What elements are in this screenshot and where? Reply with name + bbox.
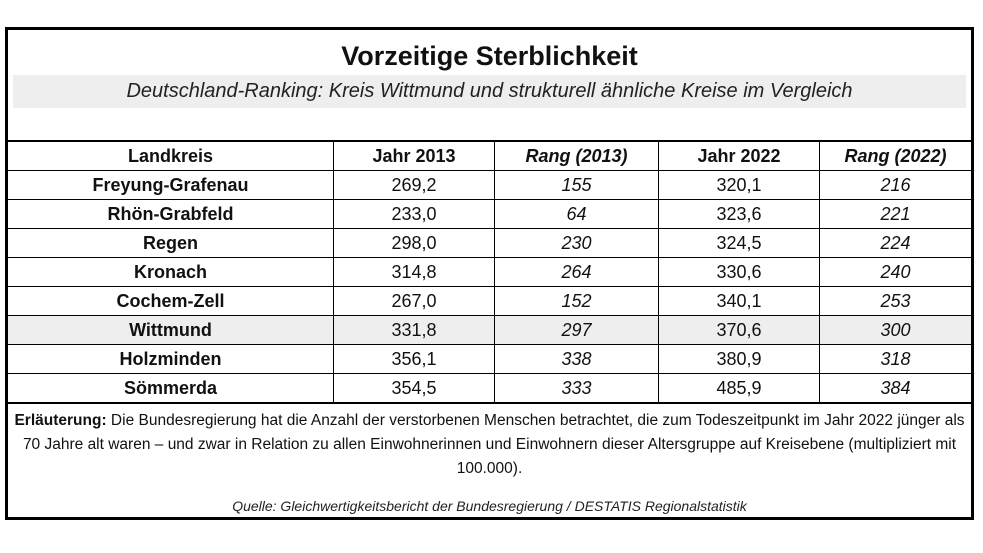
cell-jahr-2013: 314,8 bbox=[333, 257, 495, 287]
cell-jahr-2013: 354,5 bbox=[333, 373, 495, 404]
cell-jahr-2022: 340,1 bbox=[658, 286, 820, 316]
table-row-highlighted: Wittmund 331,8 297 370,6 300 bbox=[8, 315, 971, 345]
table-row: Freyung-Grafenau 269,2 155 320,1 216 bbox=[8, 170, 971, 200]
cell-landkreis: Sömmerda bbox=[8, 373, 334, 404]
subtitle: Deutschland-Ranking: Kreis Wittmund und … bbox=[13, 75, 966, 108]
cell-jahr-2022: 323,6 bbox=[658, 199, 820, 229]
cell-landkreis: Kronach bbox=[8, 257, 334, 287]
header-row: Landkreis Jahr 2013 Rang (2013) Jahr 202… bbox=[8, 142, 971, 171]
cell-landkreis: Regen bbox=[8, 228, 334, 258]
cell-rang-2022: 224 bbox=[819, 228, 971, 258]
cell-rang-2013: 297 bbox=[494, 315, 659, 345]
cell-rang-2013: 338 bbox=[494, 344, 659, 374]
table-row: Holzminden 356,1 338 380,9 318 bbox=[8, 344, 971, 374]
cell-rang-2013: 155 bbox=[494, 170, 659, 200]
note-text: Die Bundesregierung hat die Anzahl der v… bbox=[22, 412, 965, 477]
explanation-note: Erläuterung: Die Bundesregierung hat die… bbox=[14, 409, 965, 481]
cell-jahr-2022: 324,5 bbox=[658, 228, 820, 258]
column-header-jahr-2013: Jahr 2013 bbox=[333, 142, 495, 171]
cell-rang-2013: 230 bbox=[494, 228, 659, 258]
cell-rang-2013: 333 bbox=[494, 373, 659, 404]
cell-rang-2022: 221 bbox=[819, 199, 971, 229]
cell-landkreis: Wittmund bbox=[8, 315, 334, 345]
column-header-rang-2013: Rang (2013) bbox=[494, 142, 659, 171]
table-row: Regen 298,0 230 324,5 224 bbox=[8, 228, 971, 258]
cell-jahr-2022: 320,1 bbox=[658, 170, 820, 200]
cell-jahr-2013: 356,1 bbox=[333, 344, 495, 374]
cell-jahr-2013: 298,0 bbox=[333, 228, 495, 258]
cell-jahr-2022: 380,9 bbox=[658, 344, 820, 374]
cell-rang-2022: 253 bbox=[819, 286, 971, 316]
cell-rang-2013: 64 bbox=[494, 199, 659, 229]
cell-landkreis: Cochem-Zell bbox=[8, 286, 334, 316]
source-line: Quelle: Gleichwertigkeitsbericht der Bun… bbox=[232, 498, 747, 514]
note-label: Erläuterung: bbox=[14, 412, 107, 429]
cell-rang-2013: 152 bbox=[494, 286, 659, 316]
column-header-landkreis: Landkreis bbox=[8, 142, 334, 171]
divider bbox=[8, 140, 971, 142]
page-title: Vorzeitige Sterblichkeit bbox=[341, 41, 638, 71]
ranking-table: Landkreis Jahr 2013 Rang (2013) Jahr 202… bbox=[8, 142, 971, 404]
cell-rang-2013: 264 bbox=[494, 257, 659, 287]
cell-jahr-2013: 331,8 bbox=[333, 315, 495, 345]
cell-rang-2022: 384 bbox=[819, 373, 971, 404]
cell-jahr-2022: 370,6 bbox=[658, 315, 820, 345]
cell-rang-2022: 216 bbox=[819, 170, 971, 200]
cell-landkreis: Rhön-Grabfeld bbox=[8, 199, 334, 229]
cell-jahr-2022: 485,9 bbox=[658, 373, 820, 404]
table-row: Kronach 314,8 264 330,6 240 bbox=[8, 257, 971, 287]
cell-rang-2022: 300 bbox=[819, 315, 971, 345]
cell-rang-2022: 318 bbox=[819, 344, 971, 374]
cell-jahr-2013: 267,0 bbox=[333, 286, 495, 316]
cell-jahr-2022: 330,6 bbox=[658, 257, 820, 287]
table-row: Cochem-Zell 267,0 152 340,1 253 bbox=[8, 286, 971, 316]
cell-landkreis: Freyung-Grafenau bbox=[8, 170, 334, 200]
column-header-rang-2022: Rang (2022) bbox=[819, 142, 971, 171]
column-header-jahr-2022: Jahr 2022 bbox=[658, 142, 820, 171]
table-row: Rhön-Grabfeld 233,0 64 323,6 221 bbox=[8, 199, 971, 229]
table-frame: Vorzeitige Sterblichkeit Deutschland-Ran… bbox=[5, 27, 974, 520]
table-row: Sömmerda 354,5 333 485,9 384 bbox=[8, 373, 971, 404]
cell-jahr-2013: 233,0 bbox=[333, 199, 495, 229]
cell-rang-2022: 240 bbox=[819, 257, 971, 287]
cell-landkreis: Holzminden bbox=[8, 344, 334, 374]
cell-jahr-2013: 269,2 bbox=[333, 170, 495, 200]
